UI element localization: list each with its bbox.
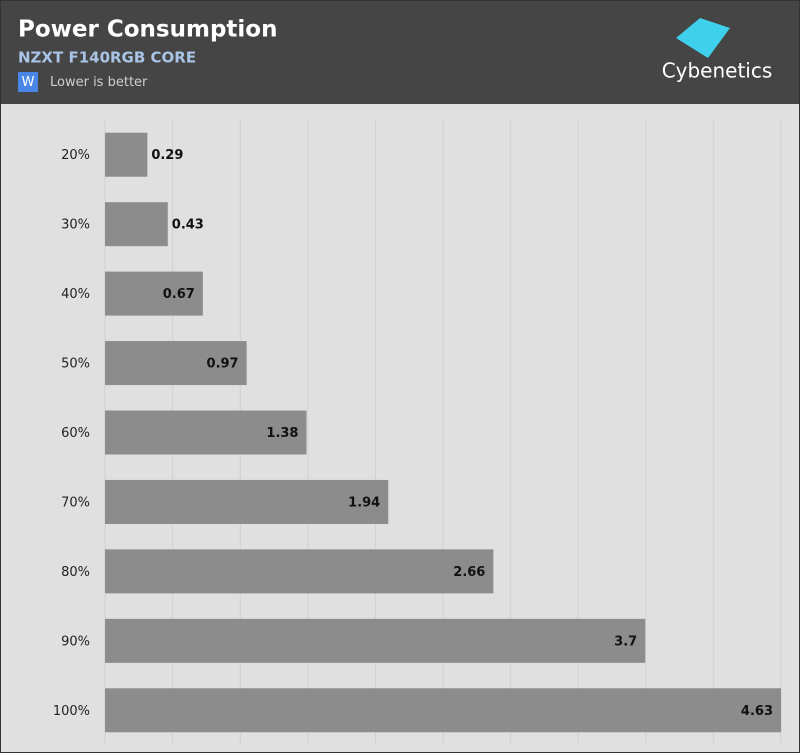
bar bbox=[105, 271, 203, 316]
bar bbox=[105, 132, 148, 177]
value-label: 3.7 bbox=[614, 634, 637, 649]
bar bbox=[105, 341, 247, 386]
value-label: 0.29 bbox=[151, 148, 183, 163]
bar bbox=[105, 202, 168, 247]
bar bbox=[105, 410, 307, 455]
value-label: 0.43 bbox=[172, 218, 204, 233]
value-label: 2.66 bbox=[453, 565, 485, 580]
value-label: 1.94 bbox=[348, 495, 380, 510]
value-label: 1.38 bbox=[266, 426, 298, 441]
y-tick-label: 100% bbox=[53, 704, 90, 719]
chart-title: Power Consumption bbox=[18, 17, 277, 43]
bar bbox=[105, 618, 646, 663]
logo-text: Cybenetics bbox=[662, 59, 773, 83]
bar bbox=[105, 688, 781, 733]
legend-badge-box bbox=[18, 72, 38, 92]
y-tick-label: 70% bbox=[61, 495, 90, 510]
chart-subtitle: NZXT F140RGB CORE bbox=[18, 49, 196, 67]
y-tick-label: 80% bbox=[61, 565, 90, 580]
logo-mark bbox=[676, 18, 730, 58]
header bbox=[0, 0, 800, 104]
y-tick-label: 50% bbox=[61, 357, 90, 372]
legend-badge: W bbox=[22, 75, 35, 90]
bar bbox=[105, 549, 494, 594]
y-tick-label: 20% bbox=[61, 148, 90, 163]
value-label: 0.97 bbox=[207, 357, 239, 372]
y-tick-label: 60% bbox=[61, 426, 90, 441]
value-label: 4.63 bbox=[741, 704, 773, 719]
value-label: 0.67 bbox=[163, 287, 195, 302]
y-tick-label: 30% bbox=[61, 218, 90, 233]
y-tick-label: 40% bbox=[61, 287, 90, 302]
y-tick-label: 90% bbox=[61, 634, 90, 649]
legend-text: Lower is better bbox=[50, 75, 148, 90]
bar bbox=[105, 479, 389, 524]
